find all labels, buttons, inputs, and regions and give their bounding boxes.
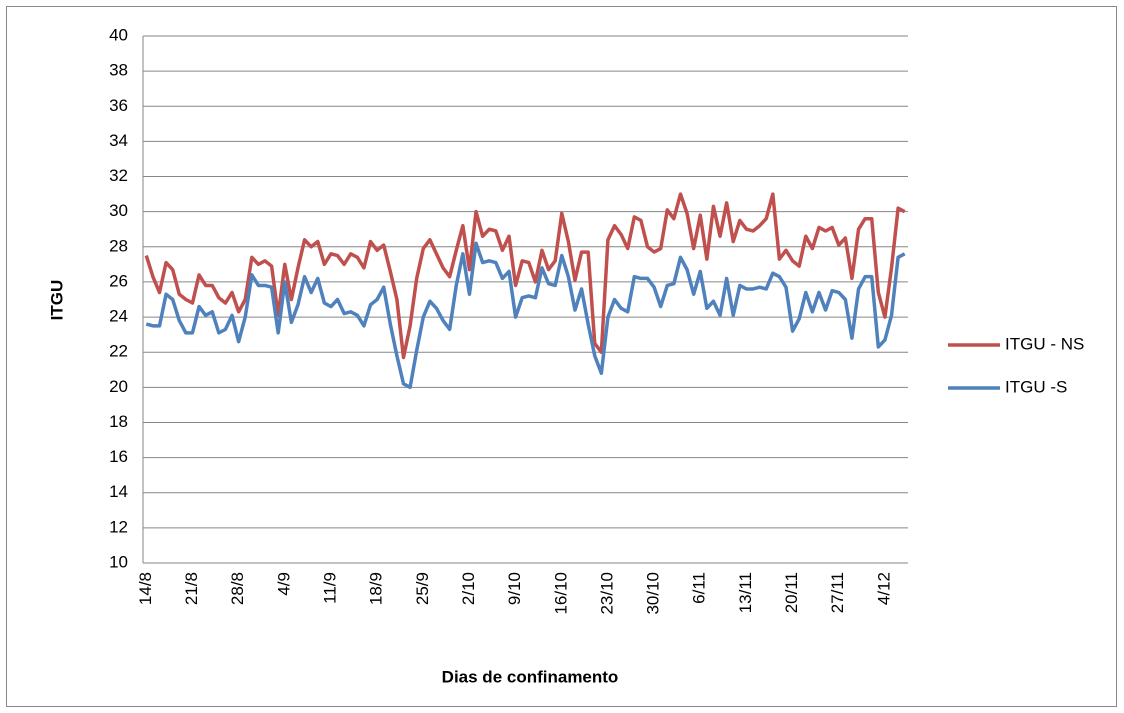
chart-border — [6, 6, 1117, 707]
x-tick-label: 16/10 — [551, 572, 570, 615]
x-tick-label: 9/10 — [505, 572, 524, 605]
y-tick-label: 16 — [109, 447, 128, 466]
data-line — [144, 192, 906, 360]
data-line — [145, 241, 906, 390]
x-tick-label: 18/9 — [367, 572, 386, 605]
y-tick-label: 36 — [109, 96, 128, 115]
x-tick-label: 13/11 — [736, 572, 755, 613]
y-tick-label: 20 — [109, 377, 128, 396]
x-tick-label: 28/8 — [228, 572, 247, 605]
x-tick-label: 4/9 — [274, 572, 293, 596]
y-tick-label: 24 — [109, 307, 128, 326]
x-tick-label: 21/8 — [182, 572, 201, 605]
x-tick-label: 27/11 — [828, 572, 847, 613]
y-tick-label: 14 — [109, 482, 128, 501]
x-tick-label: 14/8 — [136, 572, 155, 605]
y-tick-label: 38 — [109, 61, 128, 80]
x-tick-label: 11/9 — [320, 572, 339, 604]
y-tick-label: 10 — [109, 552, 128, 571]
x-tick-label: 20/11 — [782, 572, 801, 613]
legend-label: ITGU - NS — [1005, 334, 1084, 353]
x-tick-label: 6/11 — [690, 572, 709, 604]
y-tick-label: 12 — [109, 517, 128, 536]
x-tick-label: 4/12 — [874, 572, 893, 605]
legend-label: ITGU -S — [1005, 377, 1067, 396]
y-tick-label: 28 — [109, 236, 128, 255]
x-tick-label: 23/10 — [597, 572, 616, 615]
x-tick-label: 2/10 — [459, 572, 478, 605]
y-tick-label: 40 — [109, 25, 128, 44]
y-tick-label: 26 — [109, 271, 128, 290]
y-tick-label: 22 — [109, 342, 128, 361]
x-tick-label: 25/9 — [413, 572, 432, 605]
y-tick-label: 18 — [109, 412, 128, 431]
y-tick-label: 34 — [109, 131, 128, 150]
y-tick-label: 32 — [109, 166, 128, 185]
x-tick-label: 30/10 — [644, 572, 663, 615]
x-axis-title: Dias de confinamento — [442, 667, 619, 686]
y-tick-label: 30 — [109, 201, 128, 220]
y-axis-title: ITGU — [47, 280, 66, 321]
